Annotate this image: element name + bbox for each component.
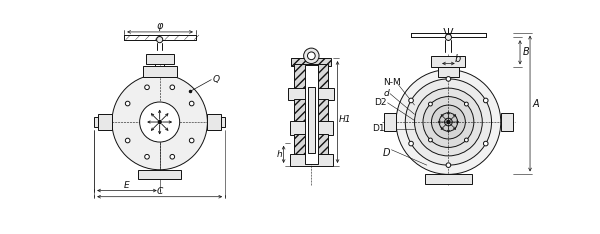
Text: b: b xyxy=(455,54,461,64)
Circle shape xyxy=(445,118,452,126)
Circle shape xyxy=(423,97,474,147)
Text: D1: D1 xyxy=(372,124,385,133)
Bar xyxy=(501,113,513,131)
Circle shape xyxy=(190,138,194,143)
Circle shape xyxy=(446,77,451,81)
Circle shape xyxy=(431,105,466,139)
Text: D2: D2 xyxy=(374,98,387,107)
Circle shape xyxy=(145,85,149,90)
Circle shape xyxy=(428,102,433,106)
Bar xyxy=(138,170,181,179)
Bar xyxy=(295,134,328,154)
Bar xyxy=(288,88,334,100)
Circle shape xyxy=(158,121,161,124)
Bar xyxy=(384,113,396,131)
Circle shape xyxy=(405,79,491,165)
Circle shape xyxy=(445,34,451,40)
Bar xyxy=(143,66,176,77)
Bar xyxy=(305,65,317,164)
Bar xyxy=(94,117,98,127)
Bar xyxy=(98,113,112,131)
Circle shape xyxy=(446,163,451,168)
Circle shape xyxy=(409,141,413,146)
Circle shape xyxy=(396,70,501,174)
Text: φ: φ xyxy=(157,21,163,31)
Text: N-M: N-M xyxy=(383,78,401,87)
Bar xyxy=(308,87,315,153)
Circle shape xyxy=(484,141,488,146)
Circle shape xyxy=(308,52,315,60)
Bar xyxy=(292,58,331,66)
Circle shape xyxy=(190,101,194,106)
Circle shape xyxy=(439,113,458,131)
Bar xyxy=(295,64,328,89)
Text: h: h xyxy=(277,150,282,159)
Circle shape xyxy=(112,74,208,170)
Bar xyxy=(425,174,472,184)
Circle shape xyxy=(464,102,469,106)
Text: E: E xyxy=(124,181,130,190)
Circle shape xyxy=(464,138,469,142)
Bar xyxy=(431,56,466,67)
Circle shape xyxy=(140,102,179,142)
Circle shape xyxy=(304,48,319,63)
Circle shape xyxy=(428,138,433,142)
Bar xyxy=(146,54,173,63)
Bar xyxy=(295,99,328,122)
Circle shape xyxy=(170,85,175,90)
Text: A: A xyxy=(532,99,539,109)
Text: H1: H1 xyxy=(339,115,352,124)
Circle shape xyxy=(125,101,130,106)
Bar xyxy=(221,117,225,127)
Circle shape xyxy=(157,37,163,43)
Text: d: d xyxy=(383,89,389,98)
Circle shape xyxy=(484,98,488,103)
Circle shape xyxy=(415,88,482,156)
Bar xyxy=(437,67,459,77)
Circle shape xyxy=(170,154,175,159)
Bar xyxy=(290,154,333,166)
Bar xyxy=(290,121,333,135)
Text: C: C xyxy=(157,187,163,196)
Text: D: D xyxy=(383,148,391,158)
Circle shape xyxy=(125,138,130,143)
Bar xyxy=(208,113,221,131)
Circle shape xyxy=(409,98,413,103)
Circle shape xyxy=(145,154,149,159)
Circle shape xyxy=(447,121,450,124)
Text: Q: Q xyxy=(213,75,220,84)
Text: B: B xyxy=(523,47,529,57)
